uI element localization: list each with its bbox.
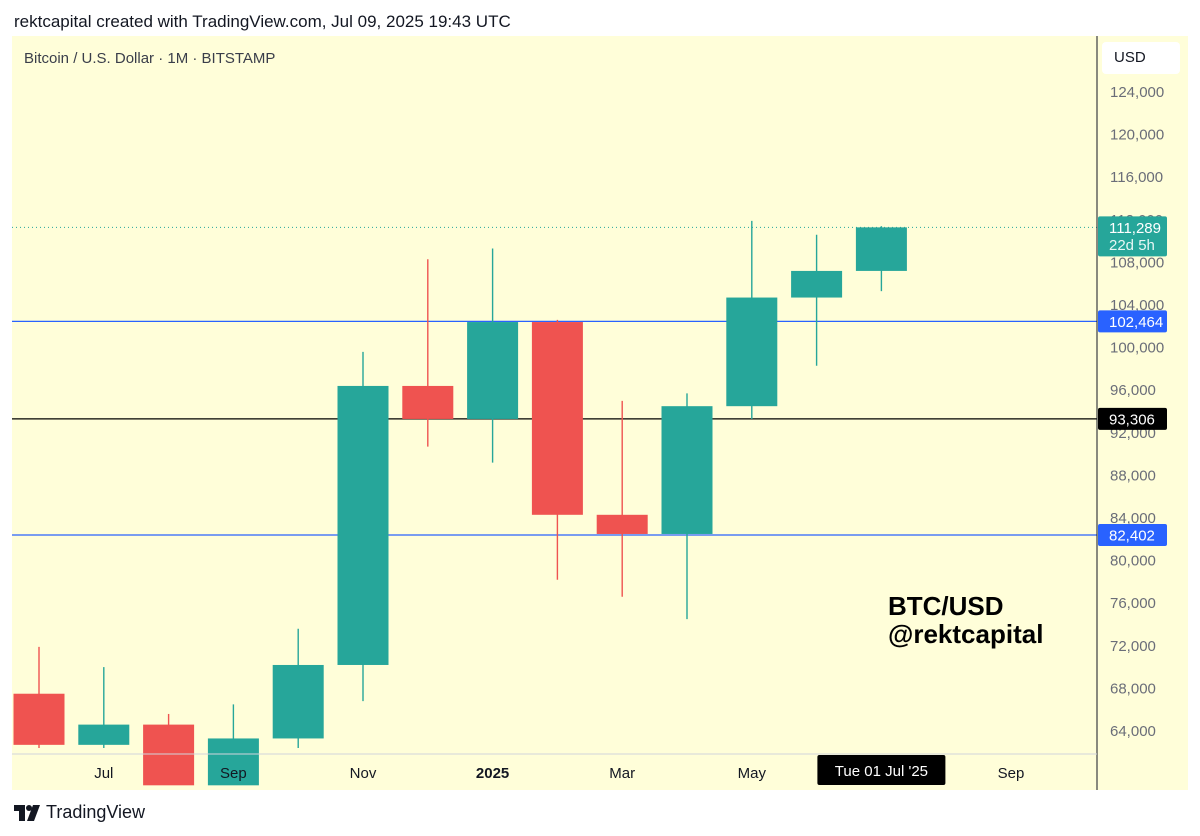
candle[interactable] [13,646,65,748]
x-tick-label: May [738,765,767,782]
candle-body [337,385,389,665]
tradingview-logo-icon [14,804,40,821]
candle-body [531,322,583,515]
symbol-info: Bitcoin / U.S. Dollar · 1M · BITSTAMP [24,50,276,67]
candle[interactable] [143,713,195,786]
y-tick-label: 108,000 [1110,254,1164,271]
watermark-pair: BTC/USD [888,591,1004,621]
level-mid-price-label-box [1098,407,1167,430]
chart-caption: rektcapital created with TradingView.com… [14,12,511,31]
candle-body [661,406,713,534]
candle[interactable] [855,226,907,292]
watermark: BTC/USD @rektcapital [888,592,1043,648]
last-price-label: 111,289 [1109,220,1161,237]
chart-frame[interactable]: 64,000 68,000 72,000 76,000 80,000 84,000 88,0… [12,36,1188,790]
bar-countdown-label: 22d 5h [1109,237,1155,254]
last-price-label-box [1098,216,1167,257]
y-tick-label: 84,000 [1110,510,1156,527]
candle-body [855,227,907,271]
candle-body [207,738,259,786]
y-tick-label: 72,000 [1110,638,1156,655]
y-tick-label: 88,000 [1110,467,1156,484]
x-tick-label: 2025 [476,765,509,782]
x-tick-label: Sep [998,765,1025,782]
candle[interactable] [791,234,843,366]
x-tick-label: Mar [609,765,635,782]
candle[interactable] [726,220,778,419]
candle[interactable] [337,351,389,702]
y-tick-label: 104,000 [1110,297,1164,314]
crosshair-time-label: Tue 01 Jul '25 [835,763,928,780]
candle-body [596,514,648,534]
x-tick-label: Sep [220,765,247,782]
x-tick-label: Nov [350,765,377,782]
y-tick-label: 68,000 [1110,680,1156,697]
x-tick-label: Jul [94,765,113,782]
y-tick-label: 120,000 [1110,127,1164,144]
y-tick-label: 64,000 [1110,723,1156,740]
watermark-author: @rektcapital [888,619,1044,649]
candlestick-chart[interactable]: 64,000 68,000 72,000 76,000 80,000 84,000 88,0… [12,36,1188,790]
tradingview-brand: TradingView [46,802,146,822]
crosshair-time-label-box [817,755,946,785]
y-tick-label: 96,000 [1110,382,1156,399]
support-top-price-label-box [1098,310,1167,333]
y-tick-label: 124,000 [1110,84,1164,101]
candle[interactable] [402,259,454,447]
currency-selector[interactable]: USD [1102,42,1180,74]
level-mid-price-label: 93,306 [1109,411,1155,428]
candle-body [13,693,65,745]
support-top-price-label: 102,464 [1109,314,1163,331]
candle-body [726,297,778,407]
candle[interactable] [661,393,713,620]
y-tick-label: 100,000 [1110,340,1164,357]
y-tick-label: 116,000 [1110,169,1163,186]
support-bottom-price-label-box [1098,524,1167,547]
candle[interactable] [531,319,583,580]
candle[interactable] [467,248,519,463]
y-tick-label: 76,000 [1110,595,1156,612]
candle[interactable] [207,704,259,786]
tradingview-logo[interactable]: TradingView [14,802,145,823]
candle-body [143,724,195,786]
candle-body [467,322,519,419]
y-tick-label: 80,000 [1110,553,1156,570]
candle-body [272,664,324,739]
candle-body [78,724,130,745]
candle-body [791,270,843,298]
support-bottom-price-label: 82,402 [1109,528,1155,545]
candle-body [402,385,454,419]
candle[interactable] [272,628,324,748]
candle[interactable] [78,667,130,748]
candle[interactable] [596,400,648,597]
